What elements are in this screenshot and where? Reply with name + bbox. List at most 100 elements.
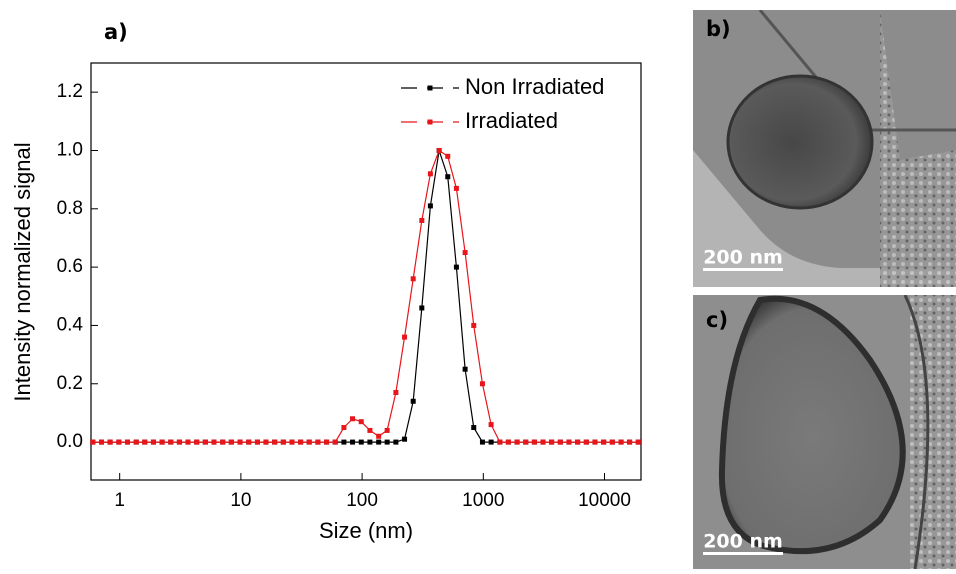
series-line	[92, 149, 639, 443]
y-tick-label: 0.4	[57, 314, 84, 335]
series-line	[92, 150, 639, 443]
data-point	[583, 439, 589, 445]
data-point	[350, 439, 356, 445]
data-point	[462, 366, 468, 372]
scale-bar-label: 200 nm	[703, 247, 783, 269]
legend-marker	[427, 85, 433, 91]
panel-label: a)	[104, 20, 128, 44]
x-axis-label: Size (nm)	[319, 518, 413, 543]
data-point	[272, 439, 278, 445]
panel-label: c)	[706, 308, 728, 332]
data-point	[384, 439, 390, 445]
data-point	[410, 398, 416, 404]
x-tick-label: 10	[230, 490, 251, 511]
data-point	[280, 439, 286, 445]
data-point	[306, 439, 312, 445]
data-point	[393, 390, 399, 396]
scale-bar-label: 200 nm	[703, 531, 783, 553]
data-point	[298, 439, 304, 445]
data-point	[402, 436, 408, 442]
data-point	[523, 439, 529, 445]
data-point	[635, 439, 641, 445]
data-point	[202, 439, 208, 445]
y-tick-label: 0.0	[57, 431, 83, 452]
data-point	[436, 147, 442, 153]
data-point	[471, 322, 477, 328]
data-point	[410, 276, 416, 282]
data-point	[315, 439, 321, 445]
data-point	[324, 439, 330, 445]
y-axis-label: Intensity normalized signal	[10, 142, 35, 401]
data-point	[185, 439, 191, 445]
data-point	[142, 439, 148, 445]
data-point	[246, 439, 252, 445]
data-point	[376, 439, 382, 445]
data-point	[497, 439, 503, 445]
data-point	[350, 416, 356, 422]
data-point	[150, 439, 156, 445]
y-tick-label: 1.2	[57, 81, 83, 102]
data-point	[427, 203, 433, 209]
data-point	[124, 439, 130, 445]
data-point	[453, 264, 459, 270]
x-tick-label: 100	[346, 490, 378, 511]
data-point	[419, 217, 425, 223]
x-tick-label: 1	[114, 490, 125, 511]
data-point	[367, 439, 373, 445]
y-tick-label: 0.2	[57, 373, 83, 394]
data-point	[453, 185, 459, 191]
data-point	[592, 439, 598, 445]
data-point	[254, 439, 260, 445]
y-tick-label: 0.8	[57, 198, 83, 219]
panel-label: b)	[706, 17, 731, 41]
data-point	[263, 439, 269, 445]
legend-marker	[427, 119, 433, 125]
data-point	[332, 439, 338, 445]
tem-image-b	[693, 10, 956, 287]
data-point	[90, 439, 96, 445]
data-point	[376, 433, 382, 439]
data-point	[159, 439, 165, 445]
data-point	[462, 250, 468, 256]
data-point	[479, 381, 485, 387]
data-point	[384, 427, 390, 433]
data-point	[289, 439, 295, 445]
data-point	[419, 305, 425, 311]
y-tick-label: 0.6	[57, 256, 83, 277]
x-tick-label: 1000	[462, 490, 504, 511]
data-point	[228, 439, 234, 445]
data-point	[566, 439, 572, 445]
data-point	[237, 439, 243, 445]
x-tick-label: 10000	[578, 490, 631, 511]
data-point	[402, 334, 408, 340]
data-point	[98, 439, 104, 445]
data-point	[549, 439, 555, 445]
data-point	[575, 439, 581, 445]
data-point	[211, 439, 217, 445]
y-tick-label: 1.0	[57, 139, 83, 160]
data-point	[609, 439, 615, 445]
data-point	[445, 174, 451, 180]
data-point	[358, 439, 364, 445]
data-point	[531, 439, 537, 445]
legend-label: Non Irradiated	[465, 74, 604, 99]
data-point	[133, 439, 139, 445]
data-point	[220, 439, 226, 445]
data-point	[341, 439, 347, 445]
data-point	[176, 439, 182, 445]
data-point	[627, 439, 633, 445]
data-point	[393, 439, 399, 445]
data-point	[618, 439, 624, 445]
data-point	[557, 439, 563, 445]
data-point	[471, 425, 477, 431]
data-point	[514, 439, 520, 445]
data-point	[488, 439, 494, 445]
data-point	[107, 439, 113, 445]
data-point	[505, 439, 511, 445]
data-point	[367, 427, 373, 433]
data-point	[194, 439, 200, 445]
data-point	[358, 419, 364, 425]
data-point	[601, 439, 607, 445]
tem-image-c	[693, 295, 956, 569]
